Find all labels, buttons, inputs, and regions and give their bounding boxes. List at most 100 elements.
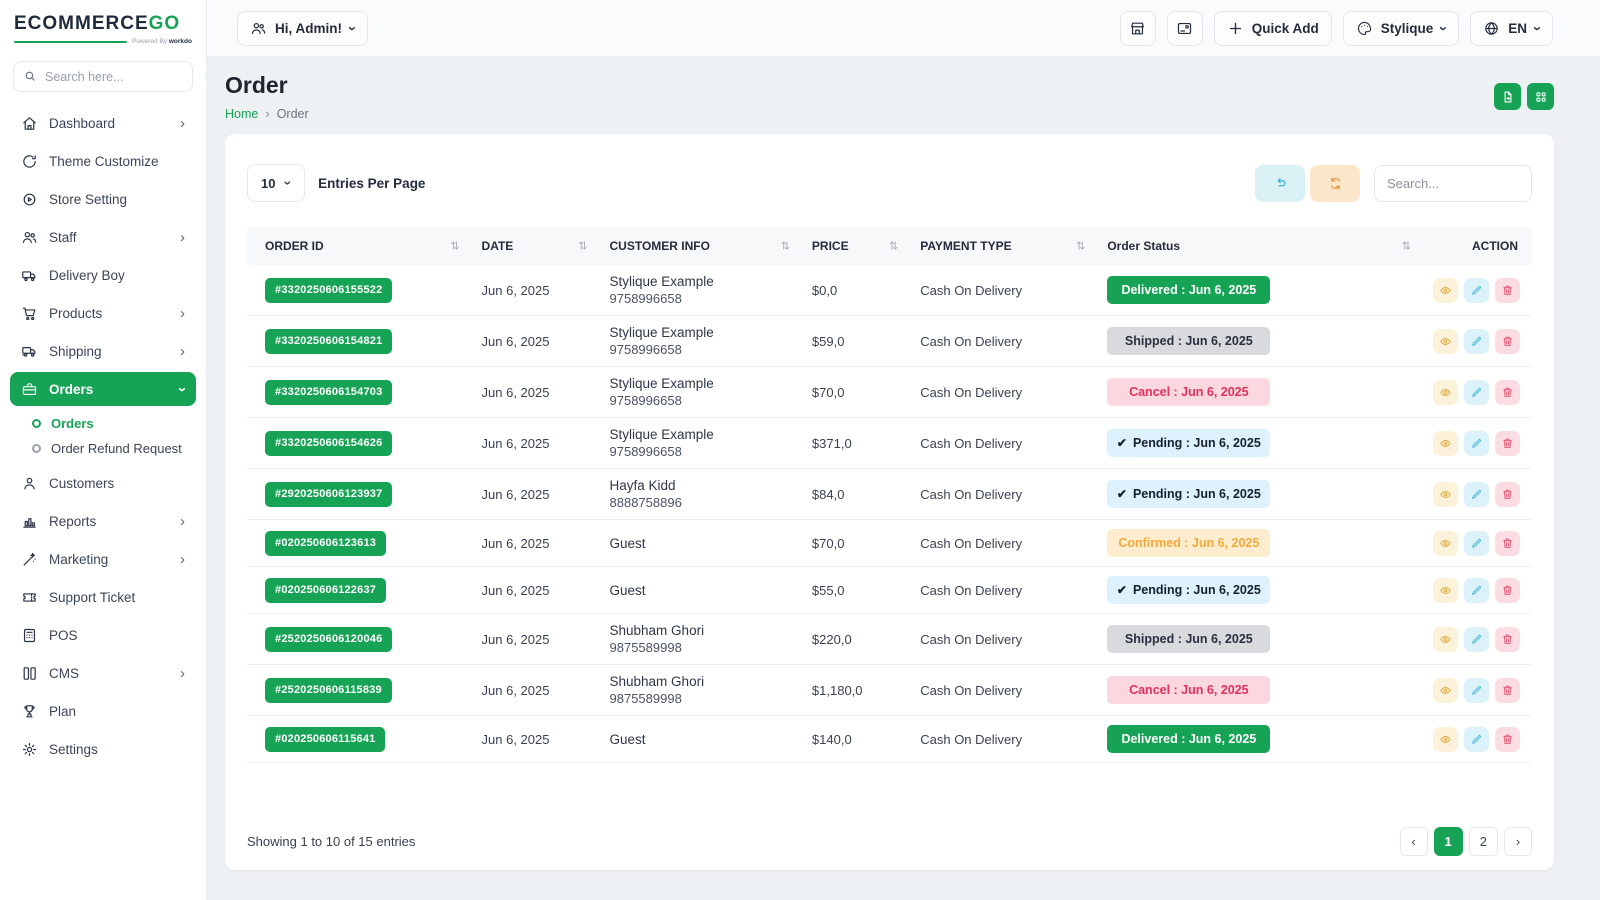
sort-icon[interactable]: ⇅: [1401, 240, 1411, 253]
view-order-button[interactable]: [1433, 328, 1458, 354]
sort-icon[interactable]: ⇅: [1076, 240, 1086, 253]
submenu-item-orders[interactable]: Orders: [24, 411, 196, 436]
order-status-badge[interactable]: ✔Delivered : Jun 6, 2025: [1107, 276, 1271, 304]
language-select-button[interactable]: EN ›: [1470, 10, 1553, 46]
order-id-badge[interactable]: #020250606115641: [265, 726, 386, 752]
sidebar-item-reports[interactable]: Reports ›: [10, 504, 196, 538]
order-id-badge[interactable]: #3320250606155522: [265, 277, 393, 303]
refresh-button[interactable]: [1310, 164, 1360, 202]
sidebar-item-products[interactable]: Products ›: [10, 296, 196, 330]
storefront-button[interactable]: [1119, 10, 1156, 46]
sidebar-item-plan[interactable]: Plan: [10, 694, 196, 728]
delete-order-button[interactable]: [1495, 726, 1520, 752]
order-id-badge[interactable]: #2520250606120046: [265, 626, 393, 652]
export-button[interactable]: [1494, 83, 1521, 110]
edit-order-button[interactable]: [1464, 328, 1489, 354]
order-id-badge[interactable]: #2920250606123937: [265, 481, 393, 507]
order-status-badge[interactable]: ✔ Pending : Jun 6, 2025: [1107, 480, 1271, 508]
order-id-badge[interactable]: #3320250606154703: [265, 379, 393, 405]
order-date: Jun 6, 2025: [471, 468, 600, 520]
column-header-order-id[interactable]: ORDER ID ⇅: [247, 227, 472, 265]
delete-order-button[interactable]: [1495, 677, 1520, 703]
breadcrumb-home-link[interactable]: Home: [225, 106, 259, 121]
sidebar-item-support-ticket[interactable]: Support Ticket: [10, 580, 196, 614]
sidebar-search-input[interactable]: [13, 61, 193, 92]
column-header-customer-info[interactable]: CUSTOMER INFO ⇅: [599, 227, 802, 265]
edit-order-button[interactable]: [1464, 626, 1489, 652]
sidebar-item-dashboard[interactable]: Dashboard ›: [10, 106, 196, 140]
sidebar-item-theme-customize[interactable]: Theme Customize: [10, 144, 196, 178]
edit-order-button[interactable]: [1464, 481, 1489, 507]
edit-order-button[interactable]: [1464, 379, 1489, 405]
view-order-button[interactable]: [1433, 430, 1458, 456]
edit-order-button[interactable]: [1464, 277, 1489, 303]
sidebar-item-customers[interactable]: Customers: [10, 466, 196, 500]
order-status-badge[interactable]: ✔Shipped : Jun 6, 2025: [1107, 327, 1271, 355]
sidebar-item-pos[interactable]: POS: [10, 618, 196, 652]
sidebar-item-cms[interactable]: CMS ›: [10, 656, 196, 690]
order-status-badge[interactable]: ✔ Pending : Jun 6, 2025: [1107, 576, 1271, 604]
brand-logo[interactable]: ECOMMERCEGO Powered By workdo: [0, 0, 206, 49]
delete-order-button[interactable]: [1495, 379, 1520, 405]
sidebar-item-store-setting[interactable]: Store Setting: [10, 182, 196, 216]
sidebar-item-settings[interactable]: Settings: [10, 732, 196, 766]
sort-icon[interactable]: ⇅: [780, 240, 790, 253]
submenu-item-order-refund-request[interactable]: Order Refund Request: [24, 436, 196, 461]
delete-order-button[interactable]: [1495, 430, 1520, 456]
sidebar-item-shipping[interactable]: Shipping ›: [10, 334, 196, 368]
view-order-button[interactable]: [1433, 481, 1458, 507]
delete-order-button[interactable]: [1495, 328, 1520, 354]
edit-order-button[interactable]: [1464, 430, 1489, 456]
order-status-badge[interactable]: ✔ Pending : Jun 6, 2025: [1107, 429, 1271, 457]
order-id-badge[interactable]: #020250606122637: [265, 577, 387, 603]
sidebar-item-delivery-boy[interactable]: Delivery Boy: [10, 258, 196, 292]
order-id-badge[interactable]: #2520250606115839: [265, 677, 392, 703]
news-card-button[interactable]: [1166, 10, 1203, 46]
edit-order-button[interactable]: [1464, 726, 1489, 752]
quick-add-button[interactable]: Quick Add: [1213, 10, 1332, 46]
sort-icon[interactable]: ⇅: [450, 240, 460, 253]
entries-per-page-select[interactable]: 10 ›: [247, 164, 306, 202]
delete-order-button[interactable]: [1495, 481, 1520, 507]
order-status-badge[interactable]: ✔Confirmed : Jun 6, 2025: [1107, 529, 1271, 557]
pagination-page-2-button[interactable]: 2: [1468, 827, 1498, 856]
sort-icon[interactable]: ⇅: [578, 240, 588, 253]
pagination-next-button[interactable]: ›: [1504, 827, 1532, 856]
column-header-price[interactable]: PRICE ⇅: [801, 227, 911, 265]
edit-order-button[interactable]: [1464, 677, 1489, 703]
sidebar-item-marketing[interactable]: Marketing ›: [10, 542, 196, 576]
column-header-payment-type[interactable]: PAYMENT TYPE ⇅: [910, 227, 1098, 265]
theme-select-button[interactable]: Stylique ›: [1342, 10, 1460, 46]
order-status-badge[interactable]: ✔Cancel : Jun 6, 2025: [1107, 676, 1271, 704]
delete-order-button[interactable]: [1495, 277, 1520, 303]
undo-button[interactable]: [1255, 164, 1305, 202]
delete-order-button[interactable]: [1495, 626, 1520, 652]
view-order-button[interactable]: [1433, 626, 1458, 652]
view-order-button[interactable]: [1433, 530, 1458, 556]
pagination-prev-button[interactable]: ‹: [1399, 827, 1428, 856]
edit-order-button[interactable]: [1464, 530, 1489, 556]
user-menu-button[interactable]: Hi, Admin! ›: [237, 10, 368, 46]
view-order-button[interactable]: [1433, 277, 1458, 303]
view-order-button[interactable]: [1433, 379, 1458, 405]
column-header-date[interactable]: DATE ⇅: [471, 227, 600, 265]
edit-order-button[interactable]: [1464, 577, 1489, 603]
order-status-badge[interactable]: ✔Delivered : Jun 6, 2025: [1107, 725, 1271, 753]
table-search-input[interactable]: [1374, 164, 1532, 202]
order-id-badge[interactable]: #3320250606154821: [265, 328, 393, 354]
sort-icon[interactable]: ⇅: [889, 240, 899, 253]
delete-order-button[interactable]: [1495, 530, 1520, 556]
order-status-badge[interactable]: ✔Cancel : Jun 6, 2025: [1107, 378, 1271, 406]
view-order-button[interactable]: [1433, 577, 1458, 603]
column-header-order-status[interactable]: Order Status ⇅: [1097, 227, 1423, 265]
order-id-badge[interactable]: #3320250606154626: [265, 430, 393, 456]
view-order-button[interactable]: [1433, 726, 1458, 752]
sidebar-item-staff[interactable]: Staff ›: [10, 220, 196, 254]
order-id-badge[interactable]: #020250606123613: [265, 530, 387, 556]
pagination-page-1-button[interactable]: 1: [1433, 827, 1463, 856]
sidebar-item-orders[interactable]: Orders ›: [10, 372, 196, 406]
view-order-button[interactable]: [1433, 677, 1458, 703]
delete-order-button[interactable]: [1495, 577, 1520, 603]
grid-view-button[interactable]: [1527, 83, 1554, 110]
order-status-badge[interactable]: ✔Shipped : Jun 6, 2025: [1107, 625, 1271, 653]
